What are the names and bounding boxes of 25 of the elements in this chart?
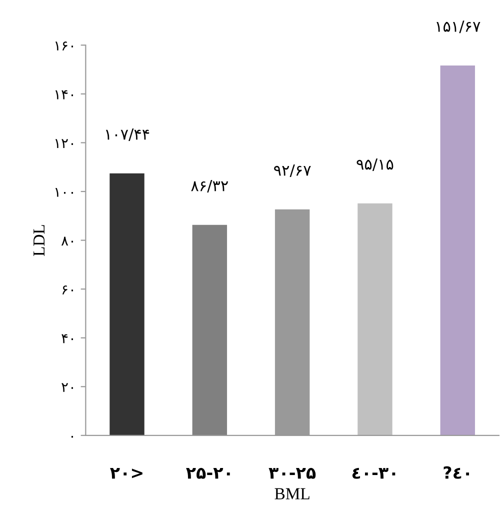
x-tick-label: ۳۰-۲۵ [268,468,316,479]
x-axis-title: BML [274,488,310,500]
y-tick-label: ۸۰ [61,236,73,246]
data-label: ۹۵/۱۵ [356,158,394,172]
data-label: ۱۵۱/۶۷ [436,20,480,34]
bar [192,224,228,436]
x-tick-label: ۲۵-۲۰ [186,468,230,479]
data-label: ۸۶/۳۲ [191,180,228,193]
data-label: ۱۰۷/۴۴ [106,128,150,142]
bar [110,173,144,436]
bar [440,65,475,436]
y-tick-label: ۶۰ [62,285,73,294]
y-tick-label: ۱۰۰ [55,188,73,197]
y-tick-label: ۱۶۰ [55,42,73,50]
bar [358,203,392,436]
x-tick-label: ۲۰> [110,468,142,479]
y-tick-label: ۱۴۰ [55,90,73,100]
x-tick-label: ٤۰-۳۰ [352,468,396,479]
y-tick-label: ۱۲۰ [55,139,73,148]
x-tick-label: ?٤۰ [444,466,469,479]
y-tick-label: ۲۰ [62,383,73,392]
y-axis-title: LDL [34,225,45,256]
y-tick-label: ۰ [71,436,73,438]
y-tick-label: ۴۰ [62,334,73,344]
data-label: ۹۲/۶۷ [274,164,311,178]
